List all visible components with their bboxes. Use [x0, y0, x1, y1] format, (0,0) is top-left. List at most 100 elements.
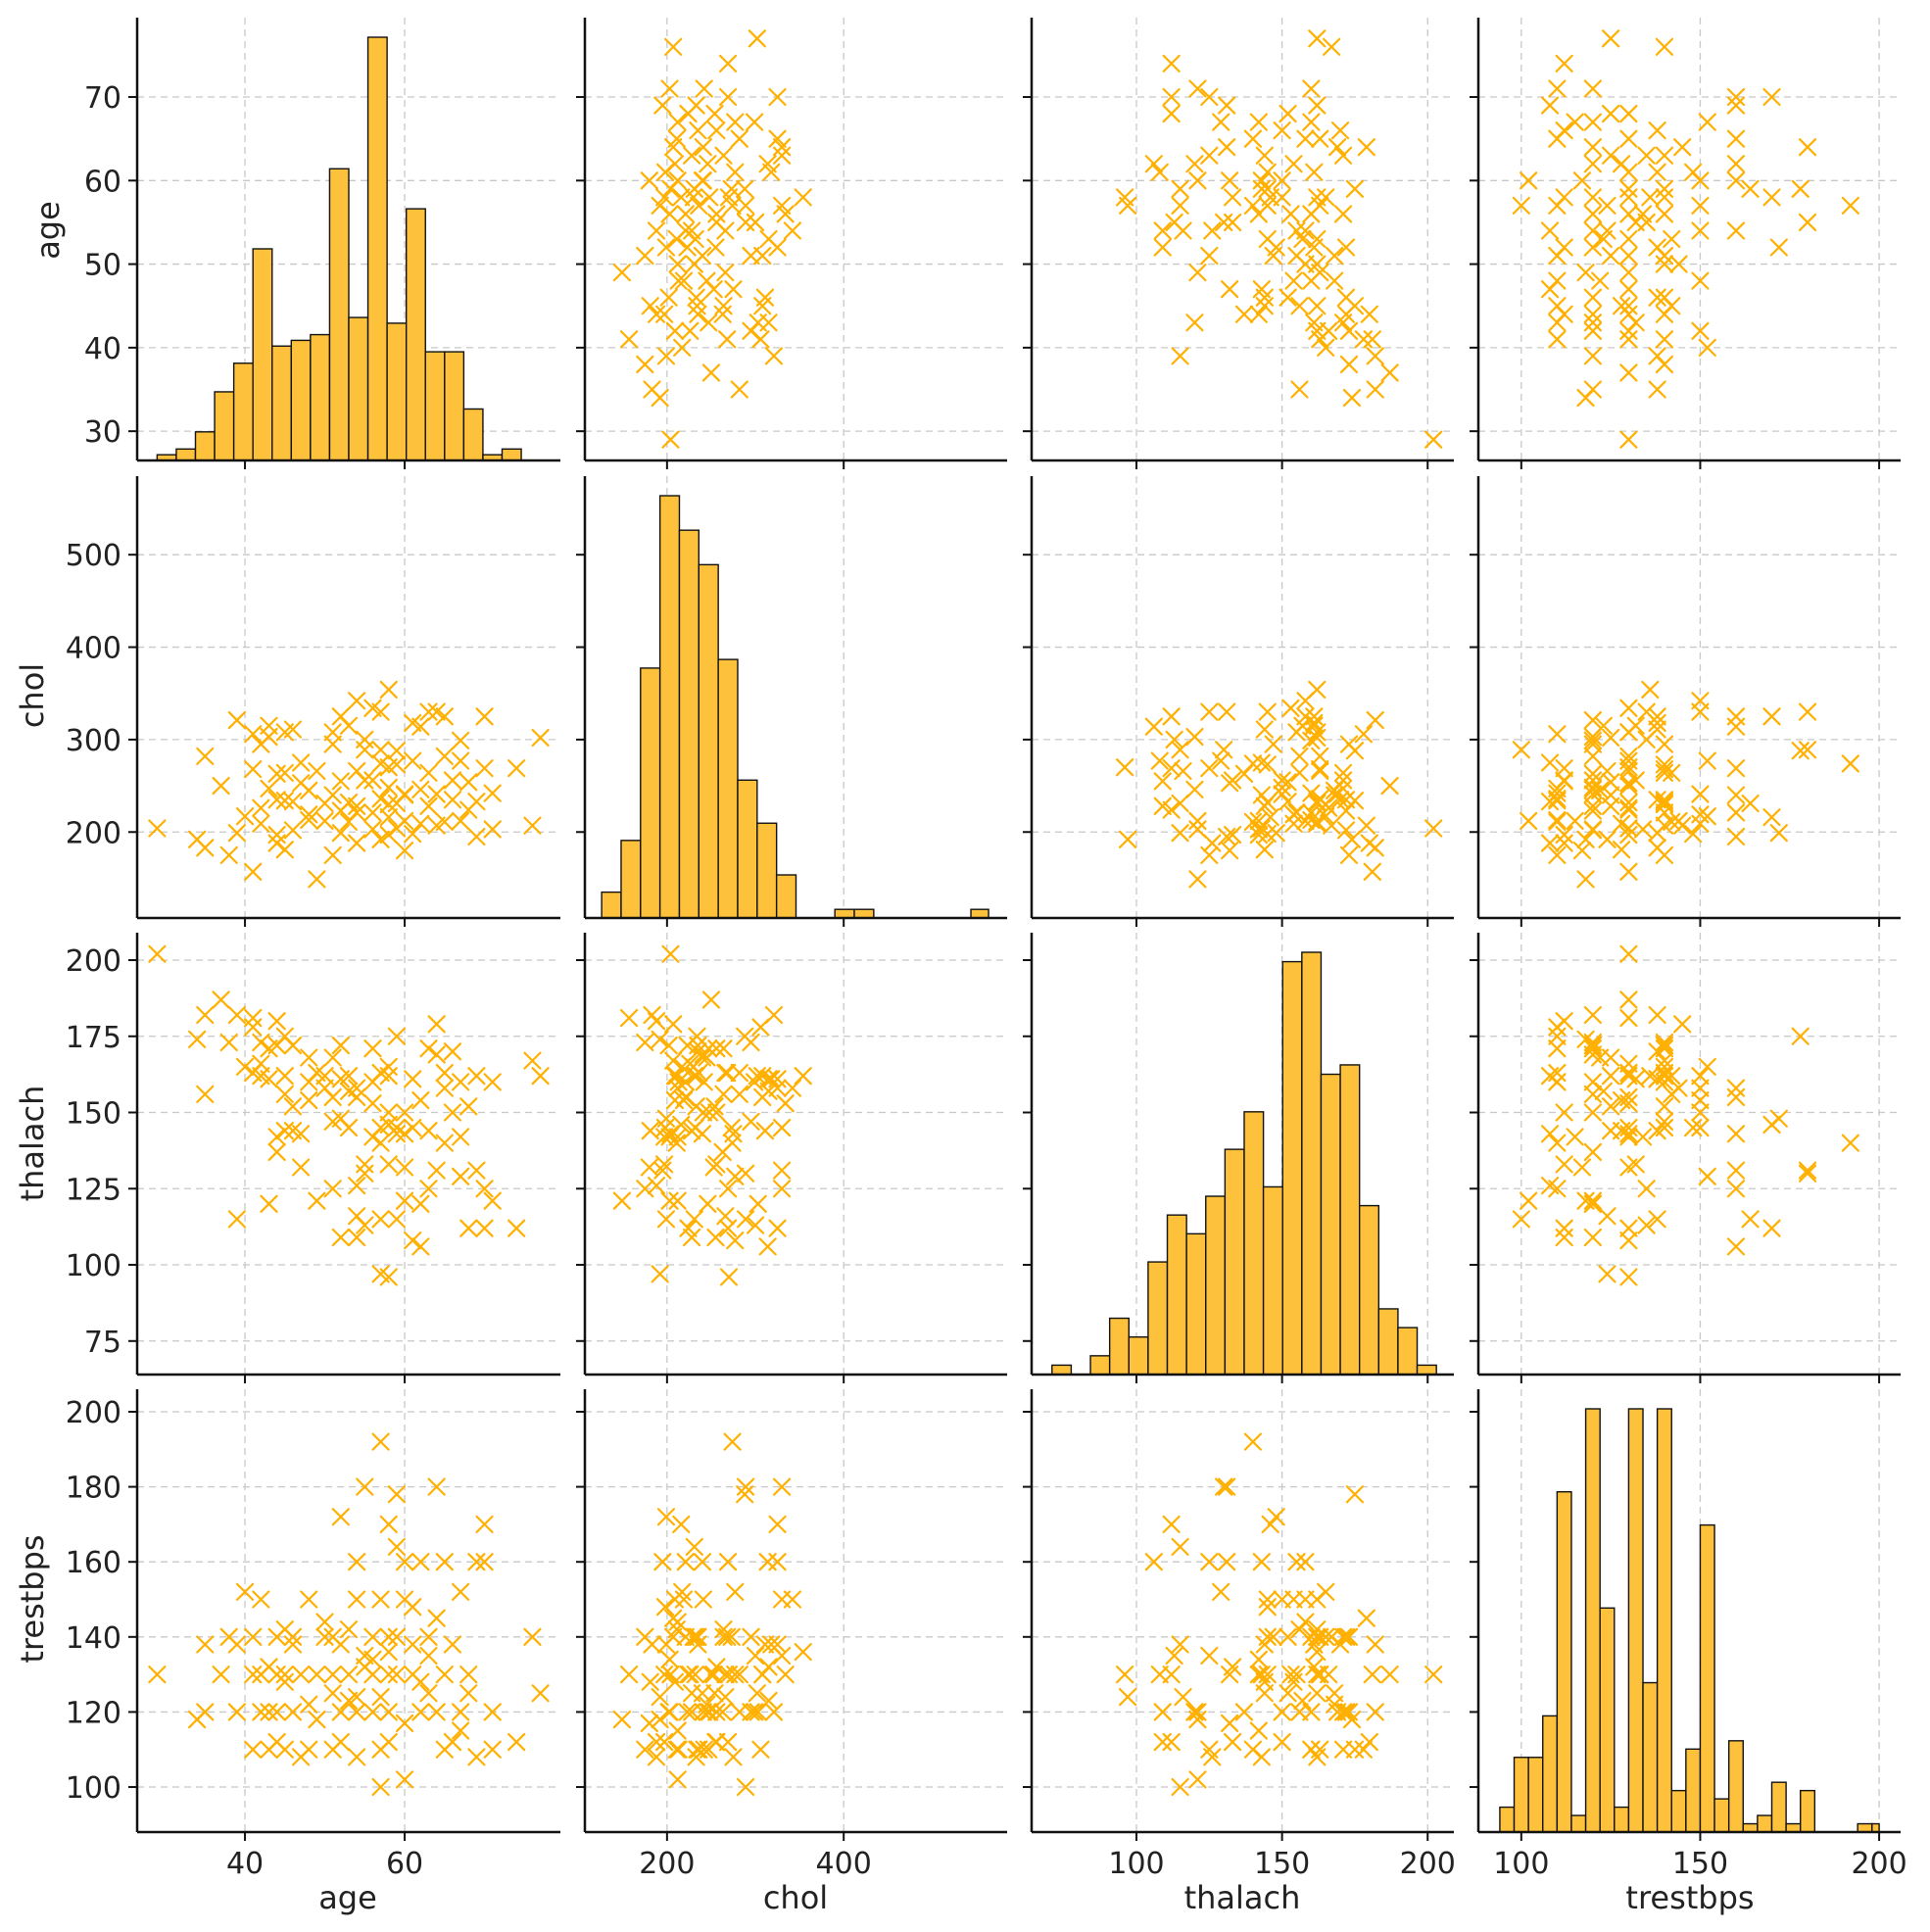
- point-chol-vs-trestbps-96: [1648, 791, 1666, 809]
- point-trestbps-vs-chol-40: [636, 1740, 654, 1759]
- point-age-vs-chol-81: [726, 163, 745, 181]
- xtick-label-age-40: 40: [226, 1847, 264, 1881]
- point-chol-vs-trestbps-78: [1726, 786, 1746, 804]
- point-thalach-vs-age-49: [348, 1087, 366, 1107]
- point-thalach-vs-trestbps-108: [1555, 1219, 1573, 1237]
- point-trestbps-vs-age-3: [196, 1703, 215, 1721]
- point-age-vs-thalach-87: [1200, 146, 1219, 165]
- point-thalach-vs-chol-73: [736, 1027, 754, 1045]
- point-trestbps-vs-chol-77: [668, 1770, 687, 1789]
- point-age-vs-chol-95: [707, 121, 726, 140]
- ylabel-age: age: [29, 201, 67, 260]
- point-trestbps-vs-chol-10: [751, 1740, 770, 1759]
- point-trestbps-vs-age-32: [300, 1590, 318, 1609]
- point-trestbps-vs-age-79: [395, 1714, 414, 1733]
- point-chol-vs-age-94: [435, 747, 454, 765]
- point-trestbps-vs-age-69: [379, 1643, 398, 1662]
- hist-bar-age-13: [405, 208, 426, 461]
- point-age-vs-chol-104: [718, 87, 738, 107]
- point-chol-vs-thalach-49: [1287, 803, 1306, 822]
- point-trestbps-vs-age-45: [331, 1732, 350, 1752]
- hist-bar-chol-6: [717, 658, 739, 919]
- ytick-label-trestbps-200: 200: [66, 1396, 121, 1430]
- point-chol-vs-thalach-109: [1323, 816, 1341, 835]
- point-age-vs-thalach-47: [1308, 229, 1327, 249]
- point-thalach-vs-age-4: [212, 990, 230, 1009]
- point-age-vs-trestbps-78: [1726, 171, 1746, 190]
- point-age-vs-trestbps-24: [1619, 297, 1638, 315]
- point-age-vs-chol-73: [736, 179, 754, 198]
- point-age-vs-trestbps-27: [1583, 288, 1602, 307]
- point-age-vs-thalach-35: [1188, 264, 1207, 282]
- point-trestbps-vs-thalach-66: [1116, 1666, 1134, 1684]
- point-age-vs-chol-26: [687, 288, 705, 307]
- point-age-vs-thalach-8: [1317, 338, 1335, 357]
- point-chol-vs-thalach-6: [1366, 710, 1384, 730]
- point-thalach-vs-trestbps-7: [1648, 1210, 1666, 1229]
- point-age-vs-thalach-62: [1243, 196, 1262, 215]
- point-age-vs-trestbps-44: [1648, 238, 1666, 257]
- point-thalach-vs-age-100: [459, 1097, 478, 1116]
- point-chol-vs-trestbps-39: [1655, 735, 1674, 753]
- point-chol-vs-age-67: [379, 808, 398, 827]
- point-thalach-vs-age-95: [443, 1103, 462, 1122]
- point-trestbps-vs-age-107: [483, 1703, 502, 1721]
- point-chol-vs-age-59: [363, 771, 382, 790]
- point-age-vs-thalach-82: [1258, 163, 1277, 181]
- point-thalach-vs-age-94: [435, 1063, 454, 1083]
- point-thalach-vs-chol-77: [668, 1191, 687, 1210]
- point-trestbps-vs-chol-18: [689, 1627, 707, 1646]
- point-chol-vs-thalach-101: [1162, 800, 1181, 819]
- point-thalach-vs-age-8: [235, 1057, 255, 1076]
- point-age-vs-trestbps-11: [1655, 330, 1674, 349]
- point-thalach-vs-age-13: [252, 1054, 270, 1073]
- point-trestbps-vs-age-75: [387, 1666, 407, 1684]
- point-age-vs-chol-53: [647, 221, 666, 240]
- point-thalach-vs-age-12: [252, 1033, 270, 1052]
- point-age-vs-trestbps-83: [1583, 155, 1602, 173]
- point-trestbps-vs-chol-9: [619, 1666, 639, 1684]
- point-age-vs-trestbps-67: [1762, 188, 1781, 207]
- point-thalach-vs-age-106: [483, 1073, 502, 1091]
- point-thalach-vs-age-107: [483, 1191, 502, 1210]
- panel-age-vs-thalach: [1023, 18, 1454, 469]
- point-age-vs-thalach-73: [1345, 179, 1365, 198]
- point-age-vs-trestbps-37: [1669, 255, 1688, 273]
- point-trestbps-vs-age-110: [531, 1684, 550, 1703]
- point-trestbps-vs-age-82: [404, 1598, 422, 1617]
- point-chol-vs-age-64: [371, 830, 390, 848]
- point-chol-vs-thalach-88: [1255, 797, 1274, 815]
- hist-bar-age-8: [310, 333, 331, 461]
- point-chol-vs-trestbps-9: [1619, 862, 1638, 881]
- point-age-vs-trestbps-69: [1641, 188, 1660, 207]
- point-trestbps-vs-chol-78: [693, 1553, 712, 1571]
- point-thalach-vs-chol-62: [723, 1134, 742, 1152]
- point-thalach-vs-chol-54: [707, 1155, 726, 1174]
- point-trestbps-vs-chol-53: [647, 1748, 666, 1766]
- point-age-vs-chol-109: [664, 37, 683, 56]
- point-chol-vs-age-83: [411, 780, 430, 798]
- point-trestbps-vs-age-95: [443, 1732, 462, 1752]
- point-age-vs-trestbps-10: [1548, 330, 1567, 349]
- point-age-vs-chol-99: [726, 113, 745, 131]
- point-chol-vs-age-79: [395, 842, 414, 860]
- hist-bar-thalach-3: [1108, 1317, 1130, 1376]
- xtick-label-trestbps-100: 100: [1493, 1847, 1549, 1881]
- point-chol-vs-trestbps-48: [1594, 716, 1613, 735]
- point-trestbps-vs-thalach-61: [1258, 1590, 1277, 1609]
- point-thalach-vs-chol-5: [636, 1033, 654, 1052]
- point-age-vs-chol-54: [707, 213, 726, 232]
- point-trestbps-vs-chol-60: [660, 1650, 679, 1668]
- point-age-vs-chol-27: [659, 288, 678, 307]
- point-chol-vs-thalach-102: [1218, 827, 1236, 846]
- point-trestbps-vs-chol-48: [759, 1691, 778, 1711]
- point-age-vs-trestbps-50: [1691, 221, 1710, 240]
- point-thalach-vs-age-6: [227, 1005, 246, 1025]
- point-chol-vs-thalach-110: [1308, 728, 1327, 748]
- point-chol-vs-thalach-108: [1162, 759, 1181, 778]
- point-trestbps-vs-thalach-2: [1366, 1635, 1384, 1654]
- point-age-vs-trestbps-6: [1583, 347, 1602, 365]
- point-trestbps-vs-age-94: [435, 1666, 454, 1684]
- point-trestbps-vs-chol-107: [660, 1703, 679, 1721]
